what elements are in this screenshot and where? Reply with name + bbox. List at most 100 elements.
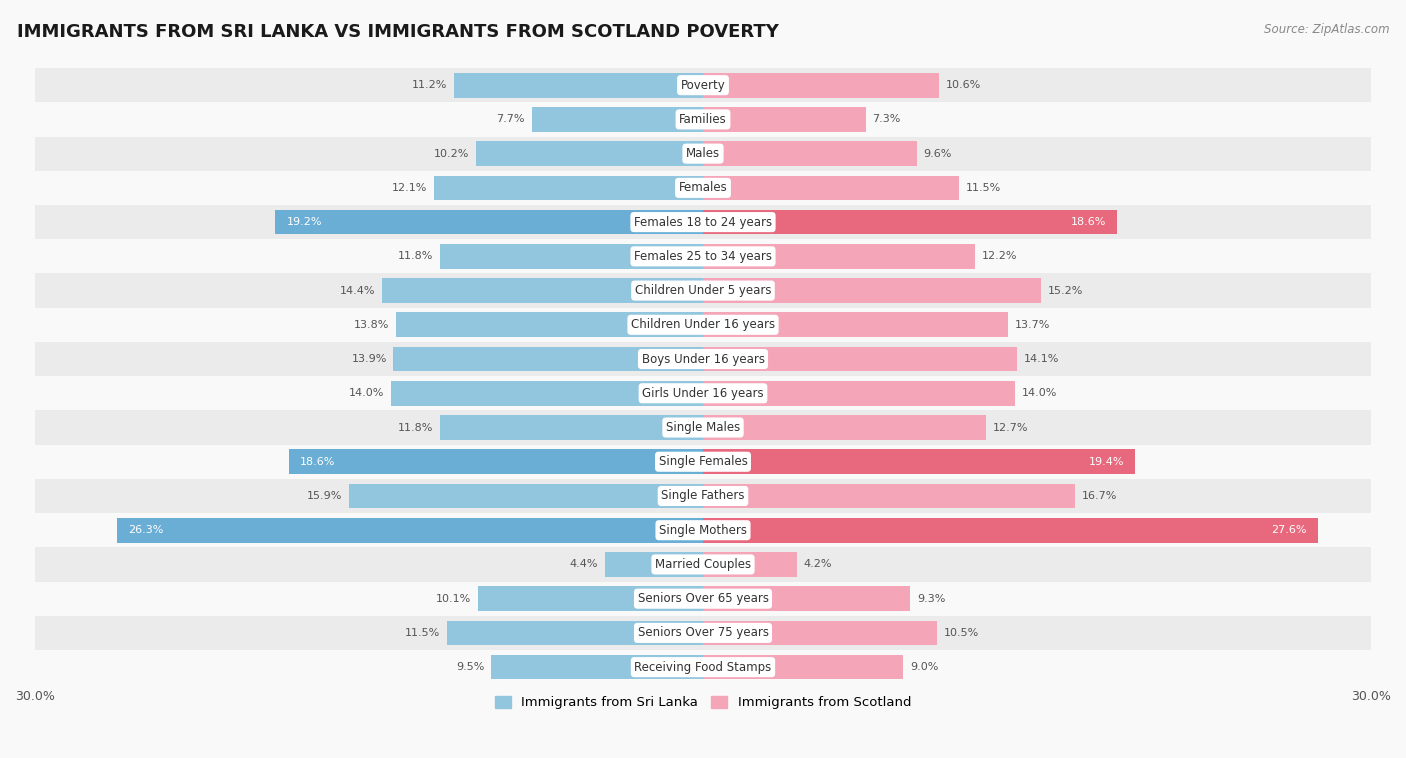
Text: 10.2%: 10.2%	[434, 149, 470, 158]
Bar	[288, 449, 703, 474]
Bar	[433, 176, 703, 200]
Text: 11.8%: 11.8%	[398, 252, 433, 262]
Bar	[35, 274, 1371, 308]
Text: Children Under 5 years: Children Under 5 years	[634, 284, 772, 297]
Bar	[35, 650, 1371, 684]
Bar	[703, 518, 1317, 543]
Text: Single Males: Single Males	[666, 421, 740, 434]
Bar	[703, 278, 1042, 303]
Text: Females: Females	[679, 181, 727, 194]
Text: 12.2%: 12.2%	[981, 252, 1017, 262]
Bar	[35, 410, 1371, 445]
Legend: Immigrants from Sri Lanka, Immigrants from Scotland: Immigrants from Sri Lanka, Immigrants fr…	[489, 691, 917, 715]
Text: 11.2%: 11.2%	[412, 80, 447, 90]
Bar	[454, 73, 703, 98]
Bar	[349, 484, 703, 509]
Text: 10.5%: 10.5%	[943, 628, 979, 638]
Text: IMMIGRANTS FROM SRI LANKA VS IMMIGRANTS FROM SCOTLAND POVERTY: IMMIGRANTS FROM SRI LANKA VS IMMIGRANTS …	[17, 23, 779, 41]
Text: 7.3%: 7.3%	[872, 114, 901, 124]
Bar	[703, 552, 797, 577]
Bar	[35, 581, 1371, 615]
Bar	[35, 171, 1371, 205]
Bar	[35, 68, 1371, 102]
Bar	[35, 240, 1371, 274]
Bar	[703, 587, 910, 611]
Bar	[703, 312, 1008, 337]
Text: 11.5%: 11.5%	[966, 183, 1001, 193]
Text: 27.6%: 27.6%	[1271, 525, 1306, 535]
Bar	[478, 587, 703, 611]
Text: 14.1%: 14.1%	[1024, 354, 1059, 364]
Text: Seniors Over 75 years: Seniors Over 75 years	[637, 626, 769, 640]
Text: 13.7%: 13.7%	[1015, 320, 1050, 330]
Bar	[382, 278, 703, 303]
Text: 9.3%: 9.3%	[917, 594, 945, 603]
Text: 19.4%: 19.4%	[1088, 457, 1123, 467]
Text: 13.9%: 13.9%	[352, 354, 387, 364]
Text: Girls Under 16 years: Girls Under 16 years	[643, 387, 763, 399]
Bar	[703, 381, 1015, 406]
Bar	[35, 479, 1371, 513]
Text: Families: Families	[679, 113, 727, 126]
Bar	[703, 655, 904, 679]
Text: 11.5%: 11.5%	[405, 628, 440, 638]
Text: 7.7%: 7.7%	[496, 114, 524, 124]
Bar	[703, 484, 1076, 509]
Bar	[447, 621, 703, 645]
Bar	[394, 346, 703, 371]
Bar	[35, 205, 1371, 240]
Bar	[703, 73, 939, 98]
Text: 4.4%: 4.4%	[569, 559, 599, 569]
Bar	[35, 376, 1371, 410]
Bar	[35, 136, 1371, 171]
Text: Seniors Over 65 years: Seniors Over 65 years	[637, 592, 769, 605]
Bar	[605, 552, 703, 577]
Text: 12.1%: 12.1%	[391, 183, 427, 193]
Text: Females 25 to 34 years: Females 25 to 34 years	[634, 250, 772, 263]
Bar	[703, 210, 1118, 234]
Bar	[703, 415, 986, 440]
Text: 18.6%: 18.6%	[299, 457, 335, 467]
Text: 12.7%: 12.7%	[993, 422, 1028, 433]
Text: Boys Under 16 years: Boys Under 16 years	[641, 352, 765, 365]
Text: 4.2%: 4.2%	[803, 559, 832, 569]
Bar	[703, 449, 1135, 474]
Bar	[703, 244, 974, 268]
Bar	[35, 445, 1371, 479]
Text: 14.0%: 14.0%	[349, 388, 385, 398]
Text: 18.6%: 18.6%	[1071, 217, 1107, 227]
Text: 14.4%: 14.4%	[340, 286, 375, 296]
Bar	[703, 176, 959, 200]
Bar	[395, 312, 703, 337]
Text: 16.7%: 16.7%	[1081, 491, 1116, 501]
Text: 13.8%: 13.8%	[354, 320, 389, 330]
Text: 9.5%: 9.5%	[457, 662, 485, 672]
Text: 14.0%: 14.0%	[1021, 388, 1057, 398]
Bar	[35, 342, 1371, 376]
Bar	[492, 655, 703, 679]
Text: Children Under 16 years: Children Under 16 years	[631, 318, 775, 331]
Bar	[703, 141, 917, 166]
Text: Males: Males	[686, 147, 720, 160]
Bar	[117, 518, 703, 543]
Text: 10.1%: 10.1%	[436, 594, 471, 603]
Text: Single Females: Single Females	[658, 456, 748, 468]
Text: Married Couples: Married Couples	[655, 558, 751, 571]
Text: Poverty: Poverty	[681, 79, 725, 92]
Text: Single Mothers: Single Mothers	[659, 524, 747, 537]
Text: 15.2%: 15.2%	[1047, 286, 1084, 296]
Bar	[35, 513, 1371, 547]
Bar	[35, 308, 1371, 342]
Bar	[35, 615, 1371, 650]
Text: 9.0%: 9.0%	[910, 662, 938, 672]
Bar	[276, 210, 703, 234]
Text: 9.6%: 9.6%	[924, 149, 952, 158]
Bar	[703, 621, 936, 645]
Text: Source: ZipAtlas.com: Source: ZipAtlas.com	[1264, 23, 1389, 36]
Bar	[475, 141, 703, 166]
Text: 26.3%: 26.3%	[128, 525, 165, 535]
Text: 11.8%: 11.8%	[398, 422, 433, 433]
Text: 19.2%: 19.2%	[287, 217, 322, 227]
Bar	[703, 346, 1017, 371]
Text: 10.6%: 10.6%	[946, 80, 981, 90]
